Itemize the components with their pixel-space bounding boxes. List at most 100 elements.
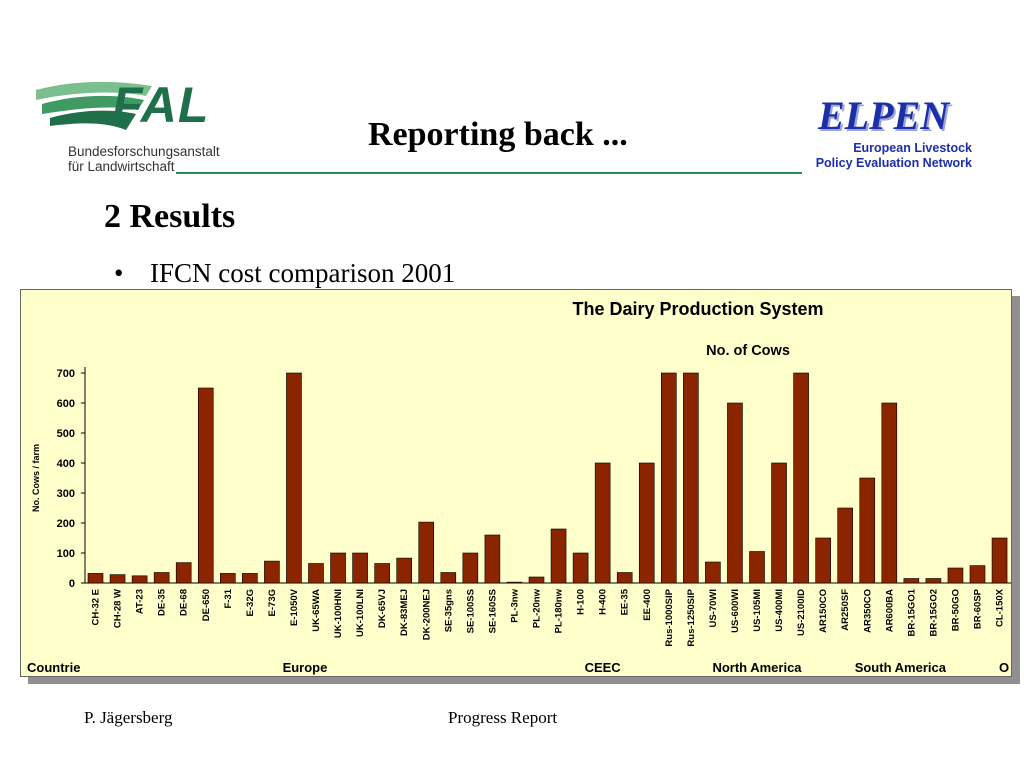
x-tick-label: AR250SF	[840, 589, 851, 631]
x-tick-label: US-400MI	[774, 589, 785, 632]
bullet-item: • IFCN cost comparison 2001	[114, 258, 455, 289]
x-tick-label: PL-3nw	[509, 588, 520, 622]
bar	[242, 573, 258, 584]
x-tick-label: US-70WI	[708, 589, 719, 628]
x-tick-label: AT-23	[135, 589, 146, 614]
x-tick-label: Rus-1250SIP	[686, 588, 697, 646]
x-tick-label: UK-100HNI	[333, 589, 344, 638]
x-tick-label: E-1050V	[289, 588, 300, 626]
footer-author: P. Jägersberg	[84, 708, 173, 727]
x-tick-label: BR-50GO	[950, 589, 961, 631]
y-tick-label: 700	[57, 368, 75, 380]
fal-subtitle: Bundesforschungsanstalt für Landwirtscha…	[68, 144, 220, 174]
x-tick-label: E-32G	[245, 589, 256, 616]
x-tick-label: CH-28 W	[113, 589, 124, 628]
bar	[837, 507, 854, 584]
bar	[87, 573, 104, 584]
chart-panel: The Dairy Production System No. of Cows No…	[20, 289, 1012, 677]
x-tick-label: BR-15GO1	[906, 588, 917, 636]
bullet-dot-icon: •	[114, 258, 124, 288]
bar	[903, 578, 920, 584]
y-axis-label: No. Cows / farm	[31, 444, 41, 512]
y-tick-label: 300	[57, 488, 75, 500]
bar	[925, 578, 942, 584]
elpen-subtitle-line2: Policy Evaluation Network	[815, 156, 972, 170]
y-tick-label: 200	[57, 518, 75, 530]
x-tick-label: AR350CO	[862, 589, 873, 633]
bar	[683, 372, 699, 584]
bullet-text: IFCN cost comparison 2001	[150, 258, 456, 288]
bar	[418, 521, 435, 584]
bar	[727, 402, 743, 584]
x-tick-label: SE-35gns	[443, 589, 454, 632]
x-tick-label: EE-400	[642, 589, 653, 621]
bar	[286, 372, 302, 584]
x-tick-label: CH-32 E	[91, 589, 102, 625]
fal-swoosh-icon	[36, 81, 152, 130]
x-tick-label: H-100	[576, 589, 587, 615]
bar	[308, 563, 324, 584]
region-group-label: O	[999, 660, 1009, 675]
elpen-subtitle-line1: European Livestock	[853, 141, 972, 155]
bar	[550, 528, 567, 584]
elpen-logo-text: ELPEN	[818, 93, 950, 138]
y-tick-label: 600	[57, 398, 75, 410]
y-tick-label: 0	[69, 578, 75, 590]
bar	[109, 574, 126, 584]
bar	[572, 552, 589, 584]
x-tick-label: CL-150X	[995, 588, 1006, 627]
bar	[506, 581, 523, 584]
chart-title: The Dairy Production System	[572, 299, 823, 319]
x-tick-label: Rus-1000SIP	[664, 588, 675, 646]
bar	[440, 572, 457, 584]
fal-subtitle-line1: Bundesforschungsanstalt	[68, 144, 220, 159]
bar	[462, 552, 479, 584]
x-tick-label: DK-83MEJ	[399, 589, 410, 636]
bar	[396, 557, 413, 584]
bar	[264, 560, 280, 584]
y-tick-label: 400	[57, 458, 75, 470]
x-tick-label: PL-20nw	[532, 588, 543, 628]
fal-subtitle-line2: für Landwirtschaft	[68, 159, 175, 174]
x-tick-label: AR600BA	[884, 589, 895, 632]
elpen-subtitle: European Livestock Policy Evaluation Net…	[816, 141, 972, 171]
region-group-label: North America	[712, 660, 802, 675]
x-tick-label: US-2100ID	[796, 589, 807, 636]
x-tick-label: US-600WI	[730, 589, 741, 633]
fal-logo	[34, 78, 274, 178]
x-tick-label: DE-35	[157, 588, 168, 616]
region-group-label: CEEC	[585, 660, 622, 675]
section-heading: 2 Results	[104, 198, 236, 235]
x-tick-label: UK-100LNI	[355, 589, 366, 637]
bar	[374, 563, 390, 584]
fal-logo-text: FAL	[112, 77, 210, 133]
bar	[638, 462, 655, 584]
region-group-label: Countrie	[27, 660, 80, 675]
x-tick-label: DE-650	[201, 589, 212, 621]
bar	[153, 572, 170, 584]
x-tick-label: EE-35	[620, 588, 631, 615]
bar	[991, 537, 1008, 584]
bar	[175, 562, 192, 584]
bar	[131, 575, 148, 584]
bar	[197, 387, 214, 584]
bar	[330, 552, 346, 584]
x-tick-label: BR-15GO2	[928, 589, 939, 637]
bar	[947, 567, 964, 584]
x-tick-label: F-31	[223, 588, 234, 608]
x-tick-label: US-105MI	[752, 589, 763, 632]
x-tick-label: BR-60SP	[973, 588, 984, 629]
x-tick-label: DK-200NEJ	[421, 589, 432, 640]
bar	[705, 561, 721, 584]
bar	[859, 477, 876, 584]
bar	[484, 534, 501, 584]
bar	[528, 576, 545, 584]
bar	[881, 402, 898, 584]
bar	[771, 462, 787, 584]
bar	[815, 537, 831, 584]
y-tick-label: 500	[57, 428, 75, 440]
bar	[969, 565, 986, 584]
bar	[616, 572, 633, 584]
bar	[352, 552, 368, 584]
bar	[749, 551, 765, 584]
